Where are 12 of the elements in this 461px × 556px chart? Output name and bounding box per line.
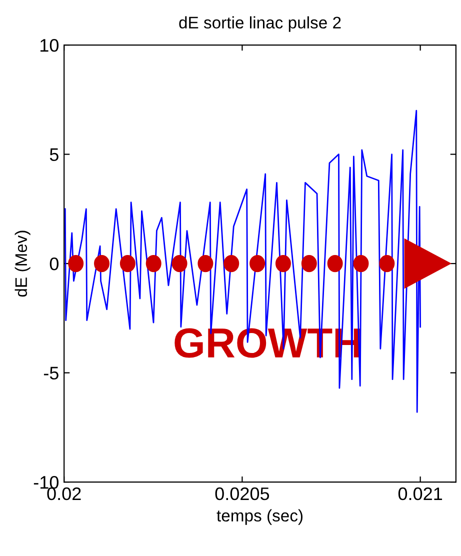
x-tick-label: 0.02 <box>47 487 81 500</box>
y-tick-label: -10 <box>34 476 59 489</box>
y-tick-label: -5 <box>44 366 58 380</box>
y-tick-label: 10 <box>40 38 59 52</box>
line-series <box>64 110 421 413</box>
y-tick-label: 0 <box>50 257 59 270</box>
y-tick-label: 5 <box>50 148 58 162</box>
chart-title: dE sortie linac pulse 2 <box>179 16 341 32</box>
y-axis-title: dE (Mev) <box>14 230 30 297</box>
x-tick-label: 0.021 <box>398 487 442 500</box>
x-tick-label: 0.0205 <box>215 487 270 500</box>
x-axis-title: temps (sec) <box>216 509 302 525</box>
